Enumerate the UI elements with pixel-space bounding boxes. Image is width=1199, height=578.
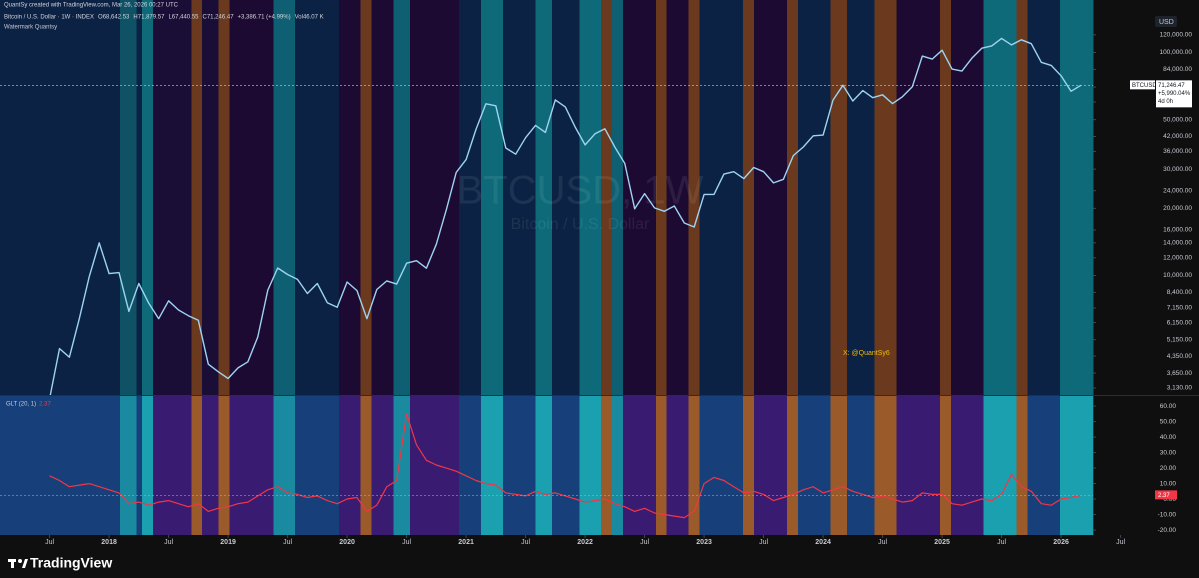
y-tick-label: 14,000.00 <box>1163 240 1192 247</box>
watermark-sub: Bitcoin / U.S. Dollar <box>511 216 650 233</box>
osc-legend-value: 2.37 <box>39 402 51 408</box>
x-tick-label: Jul <box>45 539 54 546</box>
y-tick-label: 120,000.00 <box>1159 32 1192 39</box>
y-tick-label: 30.00 <box>1160 449 1177 456</box>
y-tick-label: 3,650.00 <box>1167 370 1193 377</box>
currency[interactable]: USD <box>1159 19 1174 26</box>
ohlc-label: O <box>98 15 103 21</box>
y-tick-label: 4,350.00 <box>1167 353 1193 360</box>
ohlc-value: 46.07 K <box>303 15 324 21</box>
price-tag-line: +5,990.04% <box>1158 91 1191 97</box>
handle: X: @QuantSy6 <box>843 350 890 357</box>
y-tick-label: 24,000.00 <box>1163 187 1192 194</box>
ohlc-label: H <box>133 15 137 21</box>
x-tick-label: Jul <box>164 539 173 546</box>
footer <box>0 550 1199 578</box>
watermark: BTCUSD, 1W <box>457 169 704 213</box>
ohlc-label: C <box>203 15 208 21</box>
y-tick-label: 8,400.00 <box>1167 289 1193 296</box>
logo: TradingView <box>30 555 112 571</box>
y-tick-label: 30,000.00 <box>1163 166 1192 173</box>
y-tick-label: 36,000.00 <box>1163 148 1192 155</box>
osc-plot <box>49 413 1082 519</box>
ohlc-value: +3,386.71 (+4.99%) <box>238 15 291 21</box>
ohlc-value: 68,642.53 <box>103 15 130 21</box>
y-tick-label: 20,000.00 <box>1163 205 1192 212</box>
y-tick-label: 84,000.00 <box>1163 66 1192 73</box>
price-tag-bg <box>1130 80 1155 90</box>
series-line <box>49 37 1082 395</box>
x-tick-label: 2026 <box>1053 539 1069 546</box>
ohlc-label: Vol <box>295 15 303 21</box>
x-tick-label: Jul <box>997 539 1006 546</box>
credit: QuantSy created with TradingView.com, Ma… <box>4 3 179 9</box>
osc-tag: 2.37 <box>1158 493 1170 499</box>
y-tick-label: 12,000.00 <box>1163 255 1192 262</box>
x-tick-label: 2022 <box>577 539 593 546</box>
y-tick-label: 16,000.00 <box>1163 227 1192 234</box>
ohlc-label: L <box>168 15 172 21</box>
price-tag-line: 4d 0h <box>1158 99 1173 105</box>
y-tick-label: -10.00 <box>1158 511 1177 518</box>
price-tag-line: 71,246.47 <box>1158 83 1185 89</box>
ohlc-value: 67,440.55 <box>172 15 199 21</box>
y-tick-label: 50,000.00 <box>1163 116 1192 123</box>
price-plot <box>49 37 1082 395</box>
y-tick-label: 60.00 <box>1160 403 1177 410</box>
price-pane-bg <box>0 0 1093 395</box>
y-tick-label: -20.00 <box>1158 527 1177 534</box>
x-tick-label: Jul <box>402 539 411 546</box>
x-tick-label: 2019 <box>220 539 236 546</box>
x-tick-label: Jul <box>521 539 530 546</box>
osc-pane-bg <box>0 396 1093 535</box>
osc-title: GLT (20, 1) <box>6 402 36 408</box>
x-tick-label: Jul <box>640 539 649 546</box>
x-tick-label: Jul <box>878 539 887 546</box>
ohlc-value: 71,879.57 <box>138 15 165 21</box>
y-tick-label: 5,150.00 <box>1167 336 1193 343</box>
series-line <box>49 413 1082 519</box>
x-tick-label: 2018 <box>101 539 117 546</box>
x-tick-label: Jul <box>283 539 292 546</box>
x-tick-label: 2020 <box>339 539 355 546</box>
y-tick-label: 3,130.00 <box>1167 385 1193 392</box>
symbol: Bitcoin / U.S. Dollar · 1W · INDEX <box>4 15 94 21</box>
y-tick-label: 10.00 <box>1160 480 1177 487</box>
x-tick-label: Jul <box>1116 539 1125 546</box>
x-tick-label: Jul <box>759 539 768 546</box>
x-tick-label: 2024 <box>815 539 831 546</box>
y-tick-label: 20.00 <box>1160 465 1177 472</box>
y-tick-label: 50.00 <box>1160 418 1177 425</box>
ohlc-value: 71,246.47 <box>207 15 234 21</box>
watermark-label: Watermark Quantsy <box>4 25 57 31</box>
x-tick-label: 2021 <box>458 539 474 546</box>
x-tick-label: 2023 <box>696 539 712 546</box>
osc-tag-bg <box>1155 490 1177 500</box>
y-tick-label: 7,150.00 <box>1167 305 1193 312</box>
price-tag-symbol: BTCUSD <box>1132 83 1157 89</box>
y-tick-label: 100,000.00 <box>1159 49 1192 56</box>
logo-mark <box>8 559 28 568</box>
y-tick-label: 10,000.00 <box>1163 272 1192 279</box>
y-tick-label: 40.00 <box>1160 434 1177 441</box>
x-tick-label: 2025 <box>934 539 950 546</box>
currency-box[interactable] <box>1155 16 1177 27</box>
y-tick-label: 6,150.00 <box>1167 319 1193 326</box>
price-tag-box <box>1156 80 1192 108</box>
y-tick-label: 42,000.00 <box>1163 133 1192 140</box>
